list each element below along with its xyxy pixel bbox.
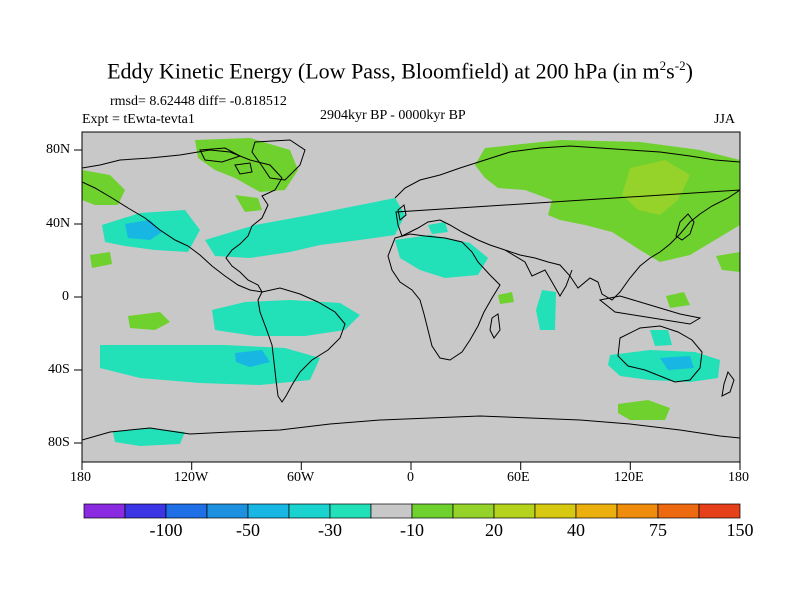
- negative-region-strong: [125, 220, 162, 240]
- colorbar-swatch: [452, 503, 495, 519]
- colorbar-swatch: [534, 503, 577, 519]
- coast-south-america: [257, 287, 346, 403]
- colorbar-label: 20: [485, 520, 503, 540]
- coast-north-america: [82, 149, 283, 293]
- y-tick-label: 40N: [46, 216, 71, 231]
- positive-region-strong: [622, 160, 690, 215]
- x-tick-label: 120W: [174, 470, 209, 485]
- colorbar-label: -50: [236, 520, 260, 540]
- coast-madagascar: [489, 313, 501, 339]
- y-tick-label: 40S: [48, 362, 70, 377]
- coastlines: [82, 139, 740, 441]
- colorbar-swatch: [370, 503, 413, 519]
- negative-region: [212, 300, 360, 336]
- coast-arctic-islands: [199, 147, 253, 175]
- y-tick-label: 80N: [46, 142, 71, 157]
- coast-africa: [387, 233, 501, 361]
- colorbar-swatch: [657, 503, 700, 519]
- x-tick-label: 60W: [287, 470, 315, 485]
- x-tick-label: 180: [728, 470, 749, 485]
- positive-region: [716, 252, 740, 272]
- colorbar-swatch: [493, 503, 536, 519]
- x-tick-label: 120E: [614, 470, 644, 485]
- negative-region: [536, 290, 556, 330]
- colorbar-swatch: [616, 503, 659, 519]
- colorbar-swatch: [124, 503, 167, 519]
- positive-region: [498, 292, 514, 304]
- coast-british-isles: [397, 204, 407, 221]
- positive-region: [82, 170, 125, 205]
- positive-region: [666, 292, 690, 308]
- coast-greenland: [251, 139, 306, 181]
- coast-australia: [617, 325, 703, 383]
- colorbar-swatch: [575, 503, 618, 519]
- colorbar-swatch: [83, 503, 126, 519]
- colorbar-swatch: [247, 503, 290, 519]
- x-tick-label: 0: [407, 470, 414, 485]
- colorbar-swatch: [329, 503, 372, 519]
- negative-region: [428, 222, 448, 234]
- negative-region-strong: [235, 350, 270, 367]
- positive-region: [235, 195, 262, 212]
- x-tick-label: 180: [70, 470, 91, 485]
- coast-japan: [675, 213, 695, 241]
- colorbar-label: -30: [318, 520, 342, 540]
- colorbar-label: -10: [400, 520, 424, 540]
- negative-region: [205, 198, 405, 258]
- negative-region: [608, 350, 720, 382]
- y-tick-label: 80S: [48, 435, 70, 450]
- experiment-label: Expt = tEwta-tevta1: [82, 112, 195, 127]
- colorbar-swatch: [698, 503, 741, 519]
- colorbar-swatch: [411, 503, 454, 519]
- stats-label: rmsd= 8.62448 diff= -0.818512: [110, 94, 287, 109]
- tick-marks: [74, 149, 741, 470]
- negative-region: [650, 330, 672, 346]
- colorbar-label: -100: [149, 520, 183, 540]
- coast-new-zealand: [721, 370, 735, 397]
- coast-antarctica: [82, 415, 740, 441]
- x-tick-label: 60E: [507, 470, 530, 485]
- coast-south-asia: [504, 249, 573, 297]
- positive-region: [90, 252, 112, 268]
- period-label: 2904kyr BP - 0000kyr BP: [320, 108, 466, 123]
- coast-se-asia: [598, 295, 702, 325]
- colorbar-swatch: [206, 503, 249, 519]
- negative-region: [113, 428, 185, 446]
- colorbar-label: 40: [567, 520, 585, 540]
- y-tick-label: 0: [62, 289, 69, 304]
- colorbar-label: 150: [726, 520, 754, 540]
- colorbar-label: 75: [649, 520, 667, 540]
- colorbar-swatch: [288, 503, 331, 519]
- negative-region-strong: [660, 356, 694, 370]
- plot-title: Eddy Kinetic Energy (Low Pass, Bloomfiel…: [107, 58, 693, 84]
- season-label: JJA: [714, 112, 736, 127]
- positive-region: [618, 400, 670, 420]
- colorbar: [83, 503, 741, 519]
- negative-region: [395, 235, 488, 278]
- colorbar-swatch: [165, 503, 208, 519]
- positive-region: [128, 312, 170, 330]
